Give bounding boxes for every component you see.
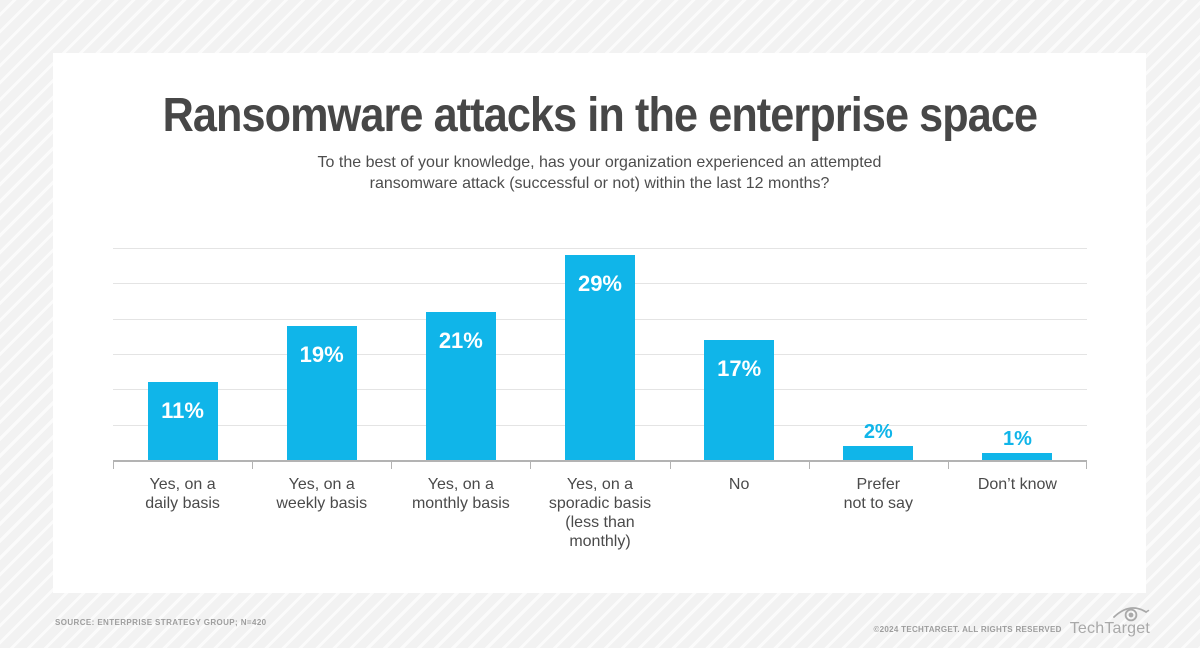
bar: 17%: [704, 339, 775, 460]
footer: SOURCE: ENTERPRISE STRATEGY GROUP; N=420…: [55, 604, 1150, 640]
tick-mark: [391, 462, 393, 469]
copyright-note: ©2024 TECHTARGET. ALL RIGHTS RESERVED: [873, 624, 1062, 634]
page-title: Ransomware attacks in the enterprise spa…: [53, 89, 1146, 143]
techtarget-logo-text: TechTarget: [1069, 619, 1150, 637]
bar-slot-1: 19%: [252, 248, 391, 460]
tick-mark: [808, 462, 810, 469]
bar-slot-2: 21%: [391, 248, 530, 460]
tick-mark: [947, 462, 949, 469]
tick-mark: [113, 462, 114, 469]
chart-subtitle-line1: To the best of your knowledge, has your …: [317, 154, 882, 171]
category-label-3: Yes, on a sporadic basis (less than monthly…: [548, 476, 652, 550]
category-label-5: Prefer not to say: [843, 476, 913, 512]
value-label: 17%: [717, 355, 762, 381]
value-label: 2%: [863, 420, 893, 443]
value-label: 1%: [1002, 427, 1032, 450]
value-label: 11%: [161, 398, 204, 424]
tick-mark: [252, 462, 254, 469]
eye-icon: [1113, 606, 1150, 621]
value-label: 19%: [299, 341, 344, 367]
category-label-0: Yes, on a daily basis: [145, 476, 220, 512]
page-title-text: Ransomware attacks in the enterprise spa…: [162, 89, 1037, 142]
bar: [843, 445, 914, 460]
axis-ticks: [113, 462, 1087, 469]
bar: 21%: [425, 311, 496, 460]
category-label-1: Yes, on a weekly basis: [276, 476, 368, 512]
category-label-2: Yes, on a monthly basis: [411, 476, 510, 512]
bar: 29%: [564, 255, 635, 460]
category-label-4: No: [728, 476, 750, 493]
bar: [982, 452, 1053, 460]
bars: 11% 19% 21% 29% 17% 2% 1%: [113, 248, 1087, 460]
infographic-card: Ransomware attacks in the enterprise spa…: [53, 53, 1146, 593]
chart-subtitle: To the best of your knowledge, has your …: [53, 152, 1146, 194]
bar-chart: 11% 19% 21% 29% 17% 2% 1% Yes, on a daily basis…: [113, 248, 1087, 551]
chart-subtitle-line2: ransomware attack (successful or not) wi…: [369, 175, 830, 192]
category-label-6: Don’t know: [977, 476, 1057, 493]
bar: 19%: [286, 325, 357, 460]
source-note: SOURCE: ENTERPRISE STRATEGY GROUP; N=420: [55, 617, 267, 627]
plot-area: 11% 19% 21% 29% 17% 2% 1%: [113, 248, 1087, 462]
bar-slot-3: 29%: [530, 248, 669, 460]
bar: 11%: [147, 382, 218, 460]
bar-slot-6: 1%: [948, 248, 1087, 460]
tick-mark: [530, 462, 532, 469]
category-labels: Yes, on a daily basis Yes, on a weekly basi…: [113, 475, 1087, 551]
tick-mark: [669, 462, 671, 469]
techtarget-logo: TechTarget: [1069, 606, 1150, 638]
tick-mark: [1086, 462, 1087, 469]
bar-slot-5: 2%: [809, 248, 948, 460]
value-label: 29%: [577, 271, 622, 297]
footer-right: ©2024 TECHTARGET. ALL RIGHTS RESERVED Te…: [873, 606, 1150, 638]
value-label: 21%: [438, 327, 483, 353]
bar-slot-0: 11%: [113, 248, 252, 460]
bar-slot-4: 17%: [670, 248, 809, 460]
gridline-30: [113, 248, 1087, 249]
